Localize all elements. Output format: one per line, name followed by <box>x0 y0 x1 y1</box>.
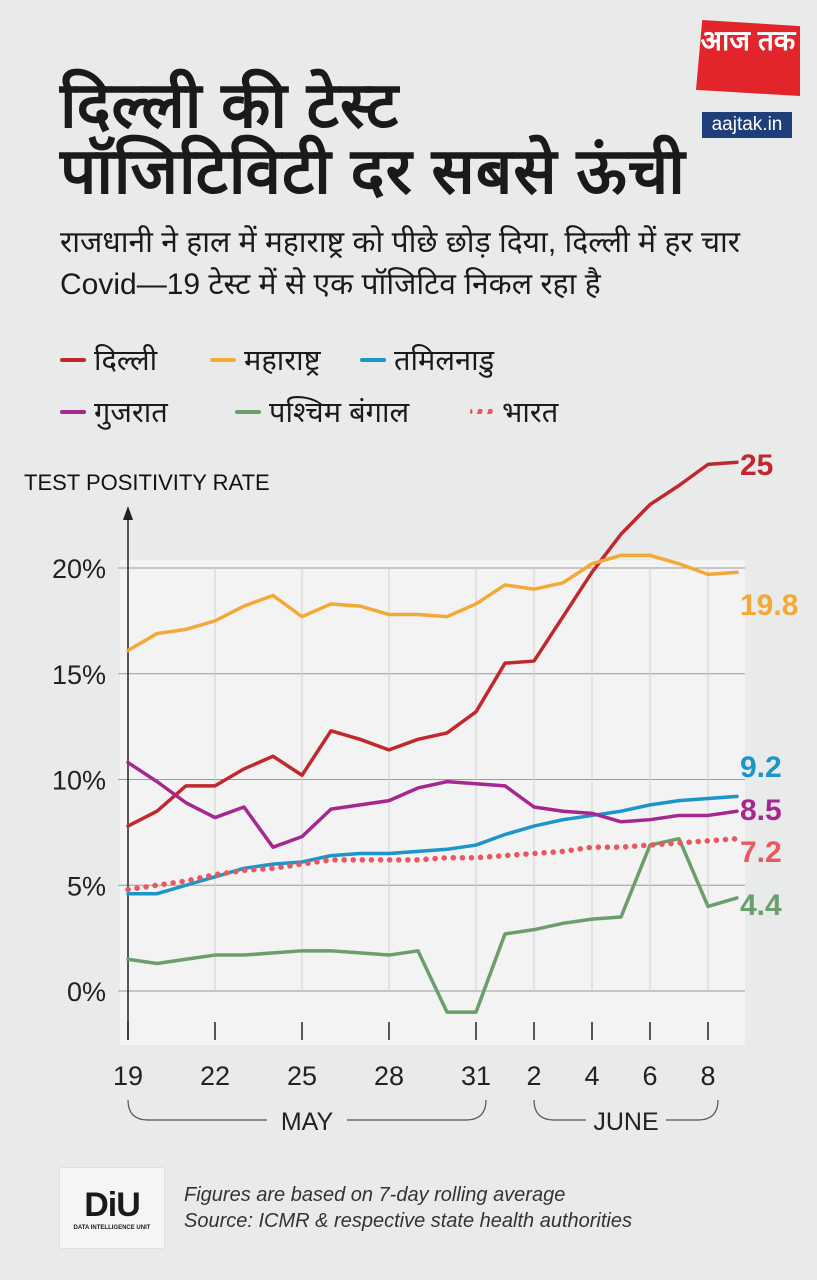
footnote-rolling-average: Figures are based on 7-day rolling avera… <box>184 1184 566 1206</box>
legend-item-west-bengal: पश्चिम बंगाल <box>235 392 409 431</box>
legend-swatch <box>210 357 236 362</box>
end-label: 9.2 <box>740 751 782 784</box>
end-label: 4.4 <box>740 889 782 922</box>
series-line-3 <box>126 760 739 849</box>
legend-swatch <box>360 357 386 362</box>
legend-swatch <box>235 409 261 414</box>
end-label: 8.5 <box>740 794 782 827</box>
end-label: 19.8 <box>740 589 798 622</box>
legend-label: गुजरात <box>94 397 168 429</box>
legend-item-maharashtra: महाराष्ट्र <box>210 340 321 379</box>
diu-logo-text: DiU <box>84 1185 141 1224</box>
legend-label: महाराष्ट्र <box>244 345 321 377</box>
legend-item-india: भारत <box>470 392 558 431</box>
plot-background <box>120 560 745 1045</box>
y-tick-label: 0% <box>67 977 106 1007</box>
series-line-2 <box>126 794 739 896</box>
x-tick-label: 31 <box>461 1061 491 1091</box>
logo-brand: आज तक <box>696 20 800 96</box>
x-tick-label: 2 <box>526 1061 541 1091</box>
y-tick-label: 15% <box>52 660 106 690</box>
line-chart: TEST POSITIVITY RATE 0%5%10%15%20% 19 22 2… <box>24 449 798 1136</box>
x-tick-label: 19 <box>113 1061 143 1091</box>
end-label: 25 <box>740 449 773 482</box>
x-tick-label: 6 <box>642 1061 657 1091</box>
legend-swatch <box>470 409 494 414</box>
y-tick-label: 20% <box>52 554 106 584</box>
footnote-source: Source: ICMR & respective state health a… <box>184 1210 632 1232</box>
end-label: 7.2 <box>740 836 782 869</box>
page-title: दिल्ली की टेस्ट पॉजिटिविटी दर सबसे ऊंची <box>60 72 686 204</box>
month-label: JUNE <box>593 1108 658 1136</box>
x-tick-label: 25 <box>287 1061 317 1091</box>
x-tick-label: 28 <box>374 1061 404 1091</box>
y-tick-label: 5% <box>67 871 106 901</box>
month-bracket <box>127 1099 487 1121</box>
legend-swatch <box>60 357 86 362</box>
diu-logo: DiU DATA INTELLIGENCE UNIT <box>60 1168 164 1248</box>
legend-item-delhi: दिल्ली <box>60 340 157 379</box>
month-label: MAY <box>281 1108 334 1136</box>
x-tick-label: 8 <box>700 1061 715 1091</box>
legend-item-gujarat: गुजरात <box>60 392 168 431</box>
diu-logo-subtext: DATA INTELLIGENCE UNIT <box>73 1224 151 1231</box>
legend-swatch <box>60 409 86 414</box>
logo-url: aajtak.in <box>702 112 792 138</box>
y-tick-label: 10% <box>52 766 106 796</box>
x-tick-label: 22 <box>200 1061 230 1091</box>
x-tick-label: 4 <box>584 1061 599 1091</box>
legend-label: दिल्ली <box>94 345 158 377</box>
grid <box>118 567 745 992</box>
legend-label: तमिलनाडु <box>394 345 495 377</box>
title-line-1: दिल्ली की टेस्ट <box>60 69 400 141</box>
series-line-1 <box>126 553 739 653</box>
y-axis-label: TEST POSITIVITY RATE <box>24 470 270 495</box>
legend-item-tamilnadu: तमिलनाडु <box>360 340 494 379</box>
month-bracket <box>533 1099 719 1121</box>
footnote: Figures are based on 7-day rolling avera… <box>184 1182 632 1234</box>
series-line-4 <box>126 836 739 1014</box>
series-line-5 <box>125 835 740 893</box>
y-axis-arrow-icon <box>123 506 133 520</box>
series-line-0 <box>126 460 739 828</box>
subtitle: राजधानी ने हाल में महाराष्ट्र को पीछे छो… <box>60 226 741 301</box>
legend-label: भारत <box>502 397 559 429</box>
legend-label: पश्चिम बंगाल <box>269 397 410 429</box>
aajtak-logo: आज तक aajtak.in <box>696 20 800 138</box>
title-line-2: पॉजिटिविटी दर सबसे ऊंची <box>60 135 686 207</box>
